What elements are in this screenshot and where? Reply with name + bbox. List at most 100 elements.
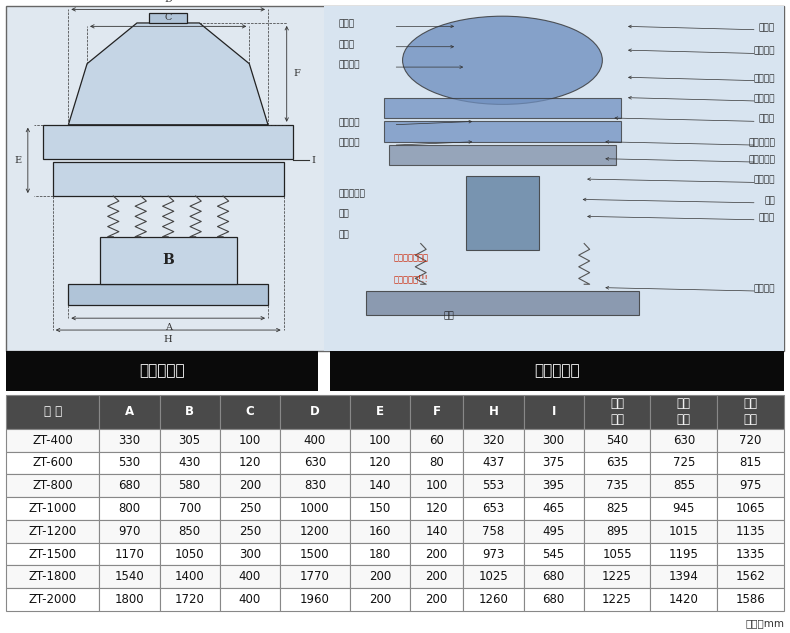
Bar [220, 565, 280, 588]
Text: 1586: 1586 [735, 593, 766, 606]
Bar [650, 565, 717, 588]
Ellipse shape [403, 16, 602, 104]
Bar [280, 565, 350, 588]
Bar [464, 497, 524, 520]
Bar [100, 474, 160, 497]
Bar [650, 520, 717, 542]
Text: 上部重锤: 上部重锤 [754, 176, 775, 185]
Bar [584, 394, 650, 429]
Text: 压紧环: 压紧环 [339, 40, 356, 49]
Text: 1562: 1562 [735, 570, 766, 584]
Text: 400: 400 [239, 593, 261, 606]
Bar [350, 394, 410, 429]
Bar [350, 429, 410, 451]
Bar [385, 122, 620, 142]
Bar [160, 451, 220, 474]
Text: 140: 140 [426, 525, 448, 538]
Text: 弹簧: 弹簧 [339, 230, 350, 239]
Text: 下部重锤: 下部重锤 [754, 284, 775, 293]
Bar [410, 588, 464, 611]
Bar [280, 542, 350, 565]
Text: 1420: 1420 [669, 593, 699, 606]
Bar [330, 351, 784, 391]
Bar [100, 520, 160, 542]
Bar [100, 497, 160, 520]
Text: 250: 250 [239, 502, 261, 515]
Bar [100, 429, 160, 451]
Text: 1260: 1260 [479, 593, 509, 606]
Bar [410, 474, 464, 497]
Text: 1170: 1170 [115, 548, 145, 561]
Text: F: F [433, 405, 441, 418]
Text: 635: 635 [606, 456, 628, 470]
Text: ZT-1500: ZT-1500 [28, 548, 77, 561]
Text: 140: 140 [369, 479, 391, 492]
Text: ZT-400: ZT-400 [32, 434, 73, 447]
Bar [280, 588, 350, 611]
Text: 973: 973 [483, 548, 505, 561]
Text: 150: 150 [369, 502, 391, 515]
Text: 375: 375 [543, 456, 565, 470]
Bar [160, 497, 220, 520]
Bar [410, 451, 464, 474]
Bar [160, 588, 220, 611]
Bar [100, 394, 160, 429]
Bar [524, 588, 584, 611]
Text: 二层
高度: 二层 高度 [677, 397, 690, 426]
Bar [220, 497, 280, 520]
Bar [220, 542, 280, 565]
Text: 小尺寸排料: 小尺寸排料 [339, 189, 366, 198]
Text: ZT-1200: ZT-1200 [28, 525, 77, 538]
Bar [367, 291, 638, 315]
Text: 945: 945 [672, 502, 695, 515]
Text: 580: 580 [179, 479, 201, 492]
Text: ZT-600: ZT-600 [32, 456, 73, 470]
Text: 进料口: 进料口 [758, 23, 775, 32]
Text: 815: 815 [739, 456, 762, 470]
Bar [584, 429, 650, 451]
Text: 680: 680 [118, 479, 141, 492]
Bar [524, 474, 584, 497]
Bar [280, 394, 350, 429]
Text: 320: 320 [483, 434, 505, 447]
Text: 545: 545 [543, 548, 565, 561]
Bar [524, 497, 584, 520]
Text: 800: 800 [118, 502, 141, 515]
Text: 300: 300 [543, 434, 565, 447]
Text: ZT-800: ZT-800 [32, 479, 73, 492]
Text: 1000: 1000 [300, 502, 329, 515]
Text: 465: 465 [543, 502, 565, 515]
Bar [220, 520, 280, 542]
Text: 1015: 1015 [669, 525, 698, 538]
Bar [464, 451, 524, 474]
Bar [410, 520, 464, 542]
Text: 1050: 1050 [175, 548, 205, 561]
Text: 825: 825 [606, 502, 628, 515]
Text: 束环: 束环 [339, 210, 350, 218]
Text: 1135: 1135 [735, 525, 766, 538]
Text: 一层
高度: 一层 高度 [610, 397, 624, 426]
Text: 200: 200 [369, 593, 391, 606]
Text: C: C [164, 13, 172, 22]
Bar [350, 542, 410, 565]
Text: 495: 495 [543, 525, 565, 538]
Text: E: E [14, 156, 21, 165]
Bar [350, 588, 410, 611]
Text: D: D [310, 405, 320, 418]
Text: 辅助筛网: 辅助筛网 [754, 74, 775, 83]
Bar [410, 542, 464, 565]
Text: ZT-1000: ZT-1000 [28, 502, 77, 515]
Bar [350, 520, 410, 542]
Bar [280, 429, 350, 451]
Bar [717, 542, 784, 565]
Bar [6, 520, 100, 542]
Bar [650, 588, 717, 611]
Bar [100, 451, 160, 474]
Text: 180: 180 [369, 548, 391, 561]
Text: 975: 975 [739, 479, 762, 492]
Bar [280, 474, 350, 497]
Text: 120: 120 [426, 502, 448, 515]
Bar [650, 474, 717, 497]
Text: 400: 400 [239, 570, 261, 584]
Bar [160, 474, 220, 497]
